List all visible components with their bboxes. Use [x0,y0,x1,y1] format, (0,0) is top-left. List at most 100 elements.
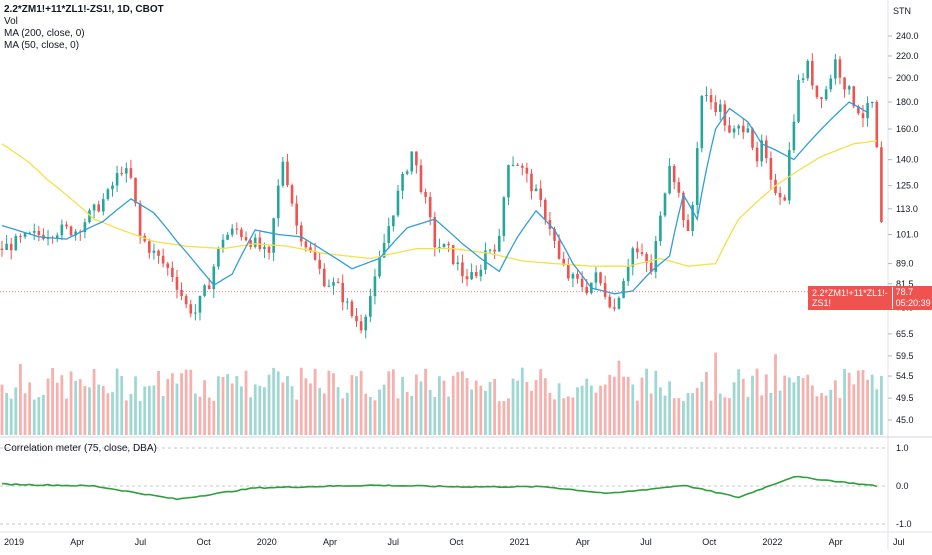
candle-body [843,77,846,90]
y-tick-label: 200.0 [896,73,919,83]
candle-body [824,89,828,100]
candle-body [267,246,271,253]
volume-bar [69,371,73,435]
volume-bar [295,399,299,435]
candle-body [101,199,105,212]
volume-bar [751,375,754,435]
x-tick-label: Jul [893,537,905,547]
volume-bar [728,398,731,435]
candle-body [751,128,754,148]
volume-bar [806,374,810,435]
y-tick-label: 49.5 [896,393,914,403]
volume-bar [23,393,27,435]
volume-bar [797,375,800,435]
candle-body [299,225,303,242]
candle-body [470,272,473,280]
candle-body [171,267,174,277]
candle-body [253,237,257,247]
volume-bar [263,387,266,435]
volume-bar [534,379,538,435]
volume-bar [32,399,36,435]
candle-body [484,250,487,270]
volume-bar [755,368,759,435]
volume-bar [456,372,460,435]
candle-body [438,247,441,249]
candle-body [359,321,363,331]
candle-body [732,128,736,133]
currency-label[interactable]: STN [893,6,911,16]
candle-body [861,113,865,119]
candle-body [668,165,671,194]
volume-bar [760,395,764,435]
candle-body [378,257,381,277]
candle-body [737,125,740,129]
candle-body [258,237,262,249]
candle-body [415,151,418,166]
candle-body [741,125,745,133]
volume-bar [599,385,602,435]
volume-bar [635,400,639,435]
volume-bar [184,369,188,435]
volume-bar [433,397,437,435]
candle-body [161,255,165,264]
legend-ma50[interactable]: MA (50, close, 0) [4,40,80,51]
candle-body [322,268,326,287]
legend-volume[interactable]: Vol [4,16,18,27]
candle-body [226,234,229,240]
volume-bar [631,384,635,435]
candle-body [9,243,13,251]
legend-ma200[interactable]: MA (200, close, 0) [4,28,85,39]
volume-bar [97,384,101,435]
candle-body [125,168,128,174]
x-tick-label: Oct [449,537,464,547]
candle-body [286,161,289,186]
candle-body [539,188,542,200]
candle-body [69,226,73,236]
oscillator-legend[interactable]: Correlation meter (75, close, DBA) [4,443,157,454]
volume-bar [249,397,253,435]
volume-bar [428,389,432,435]
volume-bar [686,392,690,435]
candle-body [419,165,423,192]
volume-bar [345,392,349,435]
volume-bar [700,381,704,435]
candle-body [525,167,529,174]
candle-body [230,228,234,235]
candle-body [626,266,630,282]
candle-body [870,101,874,104]
candle-body [488,249,492,251]
candle-body [649,262,653,272]
candle-body [474,272,478,277]
candle-body [235,228,239,230]
volume-bar [14,387,18,435]
candle-body [456,262,460,264]
volume-bar [51,367,55,435]
volume-bar [65,398,68,435]
candle-body [240,229,243,238]
volume-bar [488,382,492,435]
candle-body [23,233,27,237]
volume-bar [74,380,78,435]
volume-bar [170,373,174,435]
volume-bar [866,379,869,435]
volume-bar [461,371,464,435]
candle-body [788,150,791,201]
volume-bar [843,369,846,435]
y-tick-label: 54.5 [896,371,914,381]
candle-body [276,185,280,219]
chart-legend: 2.2*ZM1!+11*ZL1!-ZS1!, 1D, CBOT Vol MA (… [4,4,164,52]
symbol-title[interactable]: 2.2*ZM1!+11*ZL1!-ZS1!, 1D, CBOT [4,4,164,15]
candle-body [769,157,773,180]
candle-body [5,243,8,251]
volume-bar [115,368,119,435]
candle-body [479,269,483,277]
volume-bar [677,398,681,435]
volume-bar [543,378,547,435]
candle-body [502,197,506,236]
corr-tick-label: 0.0 [896,481,909,491]
volume-bar [792,382,796,435]
volume-bar [147,385,151,435]
candle-body [401,173,404,191]
